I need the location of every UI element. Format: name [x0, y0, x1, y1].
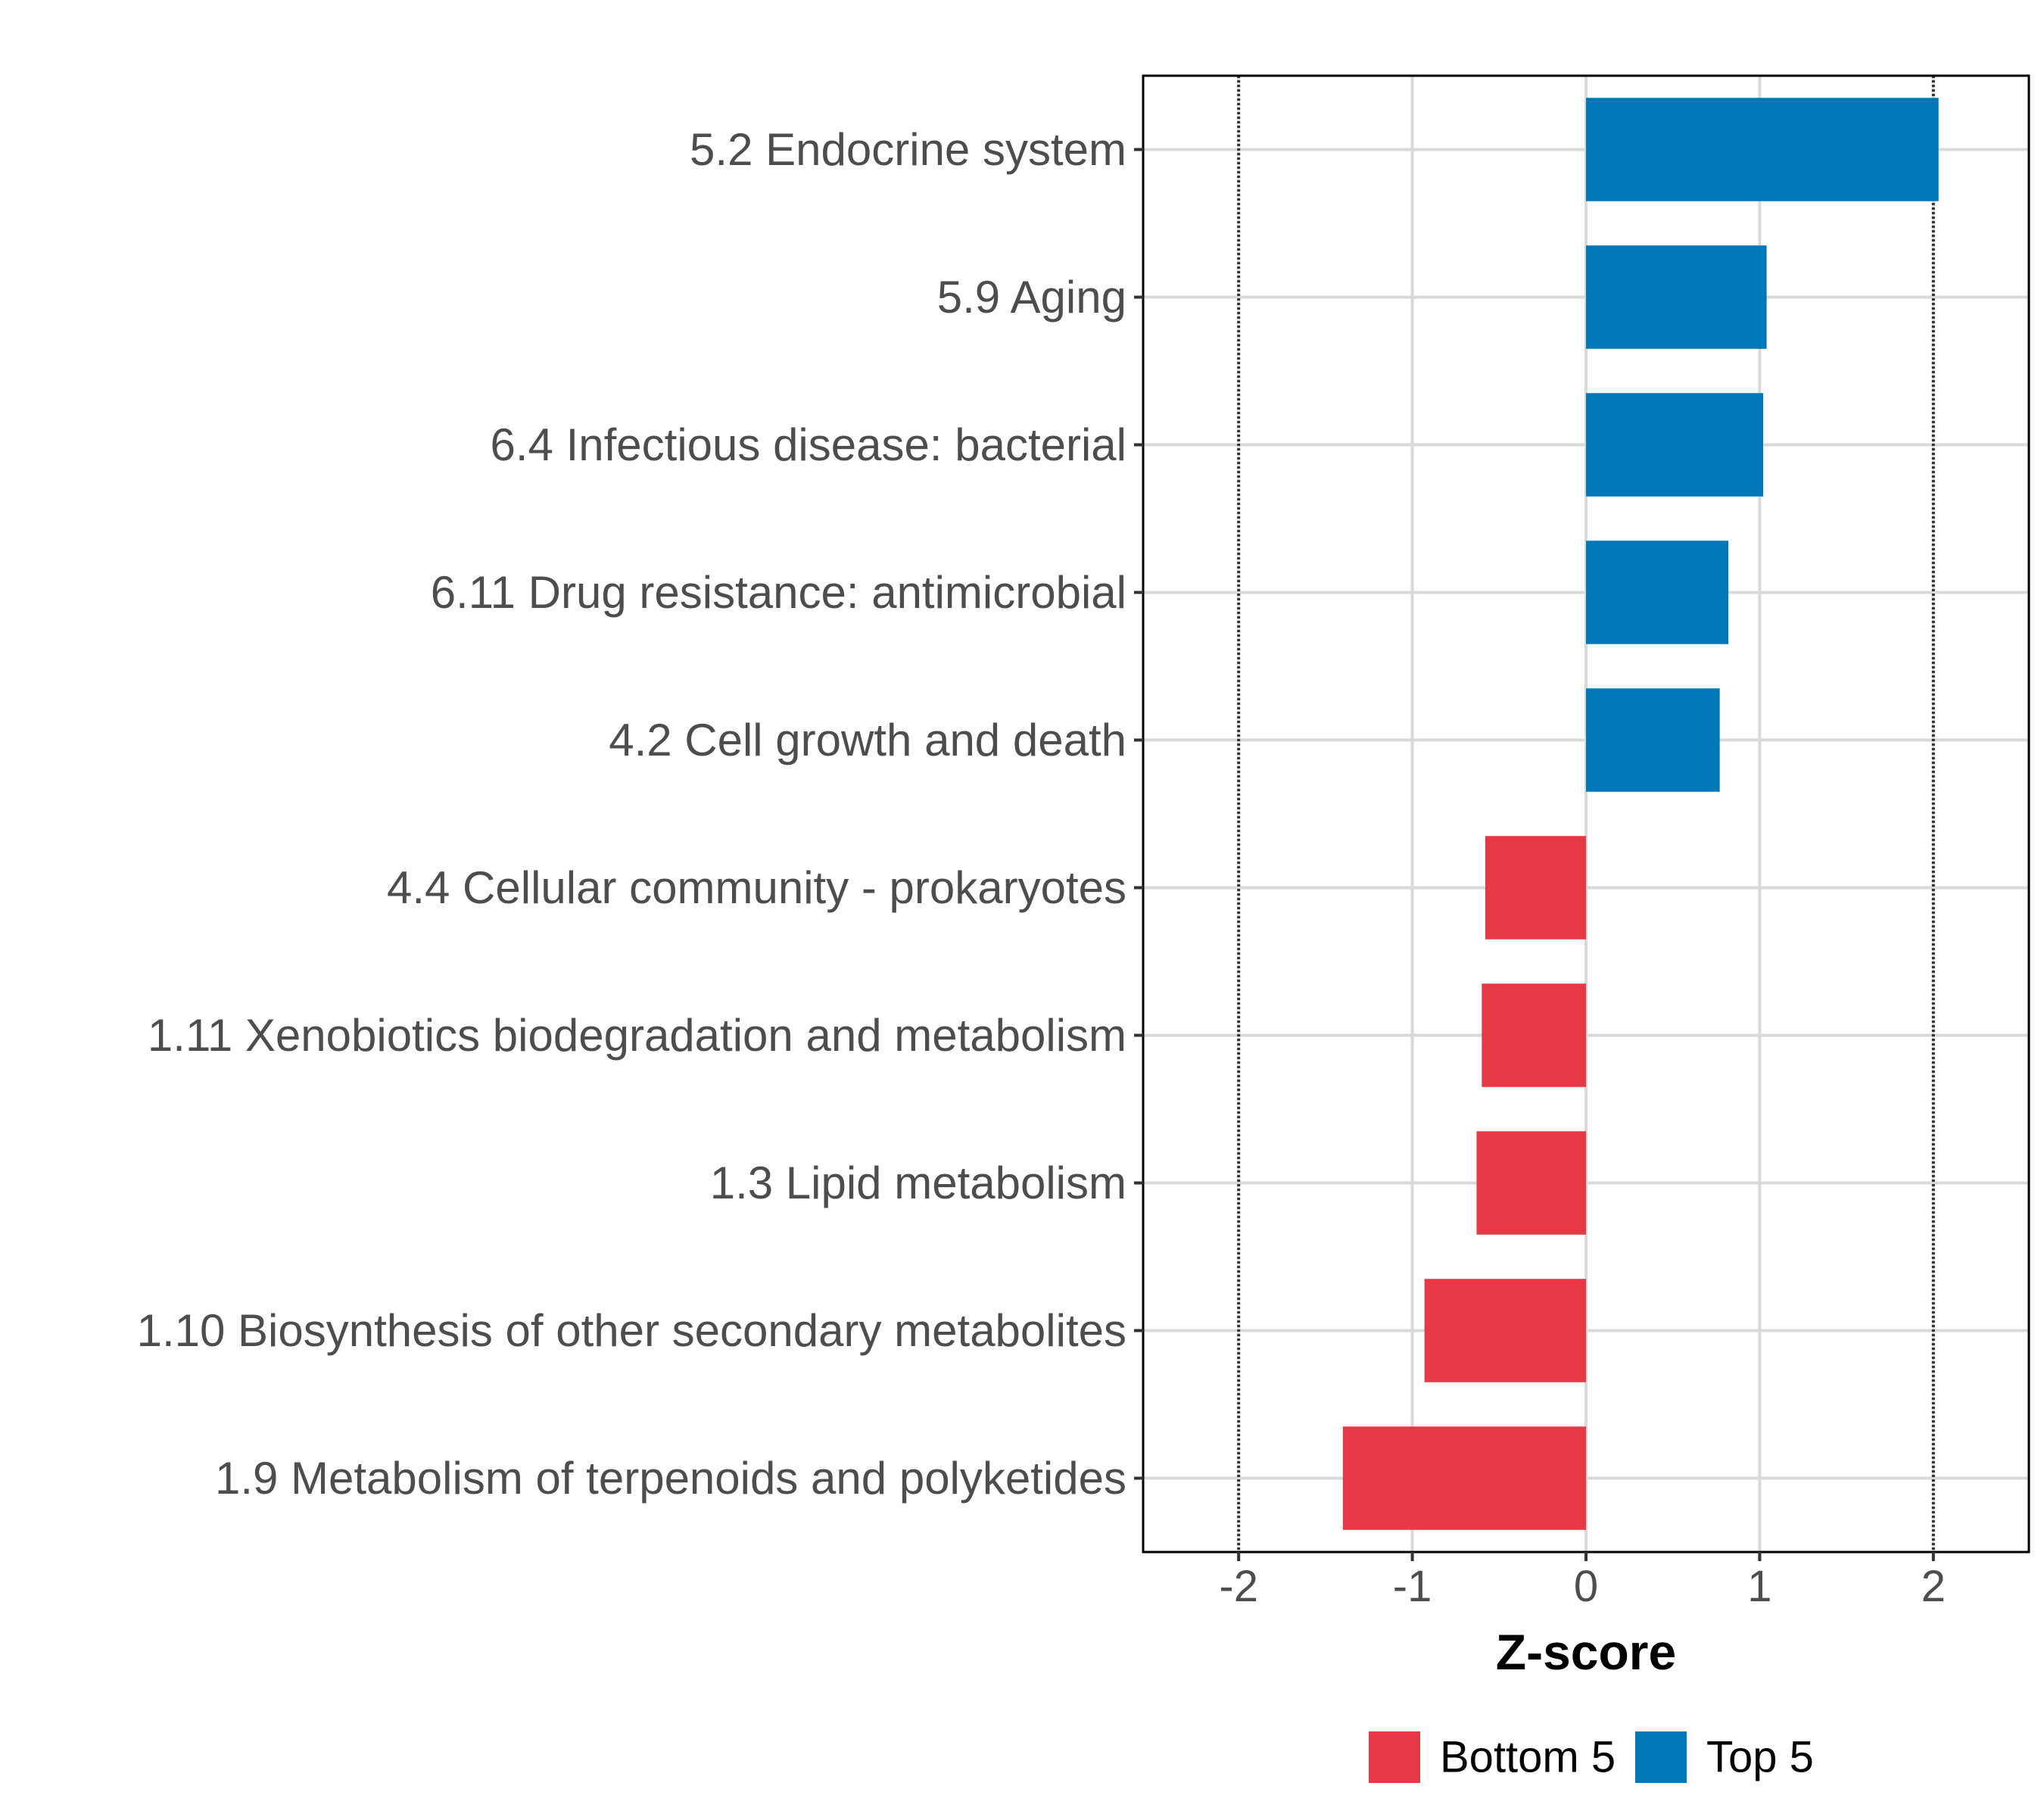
legend-swatch [1635, 1731, 1687, 1783]
y-axis-ticks: 5.2 Endocrine system 5.9 Aging 6.4 Infecti… [137, 124, 1143, 1504]
bar-5 [1586, 688, 1720, 792]
legend-label: Top 5 [1706, 1733, 1814, 1782]
category-label: 1.10 Biosynthesis of other secondary met… [137, 1305, 1126, 1356]
legend: Bottom 5 Top 5 [1369, 1731, 1814, 1783]
legend-label: Bottom 5 [1440, 1733, 1616, 1782]
category-label: 1.9 Metabolism of terpenoids and polyket… [215, 1453, 1126, 1504]
bar-7 [1482, 983, 1586, 1087]
x-tick-label: 2 [1921, 1562, 1946, 1611]
x-axis-title: Z-score [1496, 1624, 1676, 1680]
category-label: 4.2 Cell growth and death [609, 715, 1126, 765]
category-label: 5.9 Aging [937, 272, 1126, 323]
bar-6 [1485, 836, 1586, 940]
bar-10 [1342, 1426, 1586, 1530]
bar-2 [1586, 245, 1767, 349]
x-tick-label: 1 [1747, 1562, 1771, 1611]
bar-9 [1424, 1279, 1586, 1382]
bar-1 [1586, 98, 1939, 201]
legend-swatch [1369, 1731, 1420, 1783]
x-tick-label: 0 [1574, 1562, 1598, 1611]
reference-lines [1237, 76, 1935, 1552]
bar-3 [1586, 393, 1763, 497]
category-label: 6.11 Drug resistance: antimicrobial [431, 567, 1126, 618]
category-label: 5.2 Endocrine system [690, 124, 1126, 175]
category-label: 4.4 Cellular community - prokaryotes [387, 862, 1126, 913]
x-tick-label: -2 [1219, 1562, 1258, 1611]
bar-4 [1586, 541, 1729, 644]
category-label: 1.11 Xenobiotics biodegradation and meta… [148, 1010, 1126, 1061]
category-label: 6.4 Infectious disease: bacterial [491, 419, 1127, 470]
bars [1342, 98, 1939, 1530]
x-tick-label: -1 [1393, 1562, 1432, 1611]
x-axis-ticks: -2 -1 0 1 2 [1219, 1552, 1946, 1611]
category-label: 1.3 Lipid metabolism [710, 1158, 1126, 1208]
bar-8 [1476, 1131, 1586, 1235]
